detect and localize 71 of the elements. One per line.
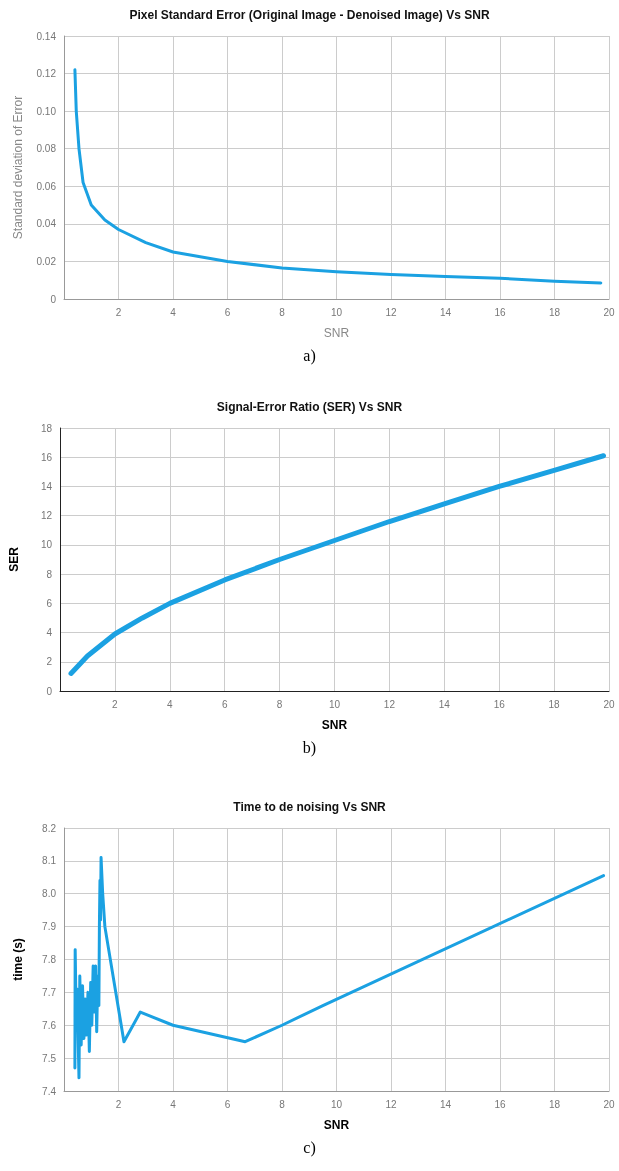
y-tick-label: 7.7 [42, 986, 57, 998]
x-tick-label: 6 [221, 698, 228, 710]
y-tick-label: 0 [46, 685, 53, 697]
y-tick-label: 12 [40, 510, 53, 522]
x-tick-label: 20 [603, 698, 615, 710]
x-tick-label: 16 [494, 306, 506, 318]
y-tick-label: 4 [46, 627, 53, 639]
x-tick-label: 12 [383, 698, 396, 710]
y-axis-title: SER [7, 546, 21, 572]
y-tick-label: 18 [40, 422, 53, 434]
line-series [73, 856, 606, 1080]
x-tick-label: 8 [276, 698, 283, 710]
y-tick-label: 0.10 [36, 105, 57, 117]
y-tick-label: 16 [40, 451, 53, 463]
x-tick-label: 14 [438, 698, 451, 710]
x-axis-title: SNR [321, 718, 348, 732]
x-tick-label: 12 [385, 1098, 397, 1110]
x-tick-label: 8 [279, 1098, 286, 1110]
y-tick-label: 8.0 [42, 888, 57, 900]
x-tick-label: 16 [493, 698, 506, 710]
y-axis-title: time (s) [11, 938, 25, 981]
chart-title: Time to de noising Vs SNR [233, 800, 387, 814]
y-tick-label: 0.02 [36, 255, 57, 267]
y-tick-label: 14 [40, 480, 53, 492]
x-tick-label: 4 [170, 1098, 177, 1110]
y-tick-label: 0.06 [36, 180, 57, 192]
x-tick-label: 10 [330, 306, 343, 318]
y-tick-label: 6 [46, 597, 53, 609]
chart-title: Signal-Error Ratio (SER) Vs SNR [216, 400, 403, 414]
y-tick-label: 0 [50, 293, 57, 305]
x-tick-label: 4 [170, 306, 177, 318]
x-tick-label: 2 [115, 306, 122, 318]
y-axis-title: Standard deviation of Error [11, 95, 25, 240]
x-tick-label: 2 [115, 1098, 122, 1110]
text: a) [302, 347, 317, 365]
x-tick-label: 2 [112, 698, 119, 710]
x-tick-label: 10 [328, 698, 341, 710]
y-tick-label: 8.1 [42, 855, 57, 867]
y-tick-label: 7.4 [42, 1085, 57, 1097]
y-tick-label: 10 [40, 539, 53, 551]
text: c) [302, 1139, 317, 1157]
y-tick-label: 8 [46, 568, 53, 580]
x-tick-label: 6 [224, 1098, 231, 1110]
x-tick-label: 20 [603, 306, 615, 318]
x-tick-label: 4 [167, 698, 174, 710]
line-series [73, 68, 603, 285]
y-tick-label: 0.08 [36, 143, 57, 155]
x-tick-label: 14 [439, 1098, 452, 1110]
y-tick-label: 0.12 [36, 68, 57, 80]
x-tick-label: 18 [548, 306, 561, 318]
y-tick-label: 7.5 [42, 1052, 57, 1064]
x-tick-label: 12 [385, 306, 397, 318]
x-tick-label: 18 [548, 1098, 561, 1110]
y-tick-label: 2 [46, 656, 53, 668]
x-tick-label: 6 [224, 306, 231, 318]
y-tick-label: 0.14 [36, 30, 57, 42]
text: b) [301, 739, 318, 757]
x-axis-title: SNR [323, 1118, 350, 1132]
chart-title: Pixel Standard Error (Original Image - Denoised Image) Vs SNR [129, 8, 490, 22]
y-tick-label: 7.8 [42, 954, 57, 965]
y-tick-label: 0.04 [36, 218, 57, 230]
y-tick-label: 7.6 [42, 1019, 57, 1031]
x-tick-label: 16 [494, 1098, 506, 1110]
x-axis-title: SNR [323, 326, 350, 340]
x-tick-label: 10 [330, 1098, 343, 1110]
y-tick-label: 7.9 [42, 921, 57, 933]
x-tick-label: 18 [548, 698, 561, 710]
x-tick-label: 20 [603, 1098, 615, 1110]
y-tick-label: 8.2 [42, 822, 57, 834]
x-tick-label: 14 [439, 306, 452, 318]
x-tick-label: 8 [279, 306, 286, 318]
